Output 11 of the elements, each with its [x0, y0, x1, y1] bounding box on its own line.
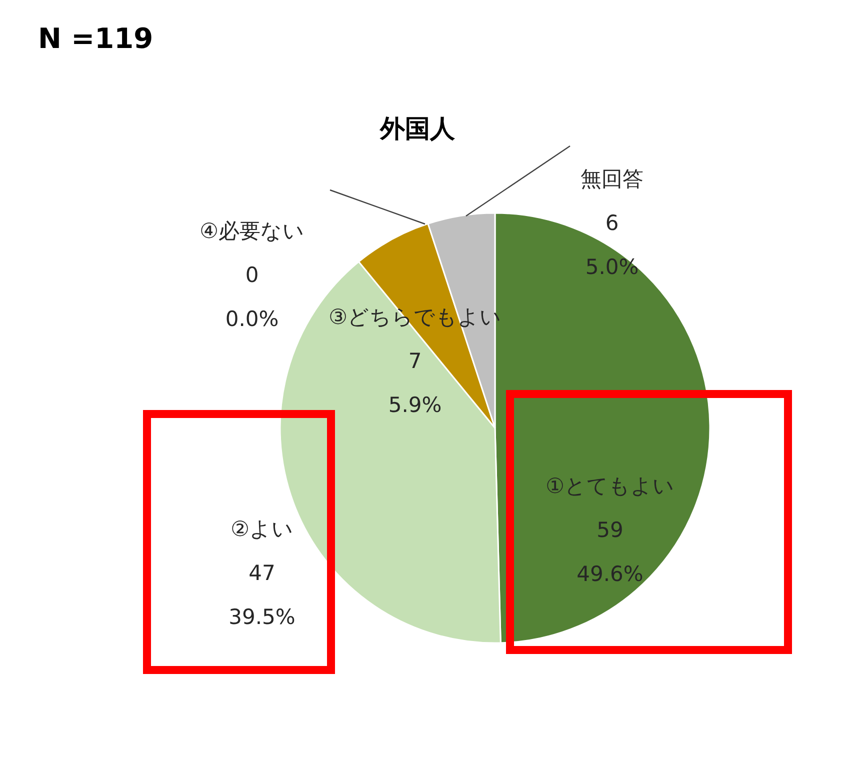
data-label: 59 49.6%: [576, 518, 644, 586]
data-label: 47 39.5%: [228, 561, 296, 629]
slice-label: 無回答: [580, 167, 644, 191]
data-label: 7 5.9%: [388, 349, 442, 417]
text: N =119: [38, 22, 154, 55]
text: 0 0.0%: [225, 263, 279, 331]
slice-label: ②よい: [230, 517, 294, 541]
chart-title: 外国人: [380, 113, 455, 145]
category-label: ④必要ない: [200, 219, 304, 243]
data-label: 6 5.0%: [585, 211, 639, 279]
slice-label: ①とてもよい: [546, 474, 674, 498]
